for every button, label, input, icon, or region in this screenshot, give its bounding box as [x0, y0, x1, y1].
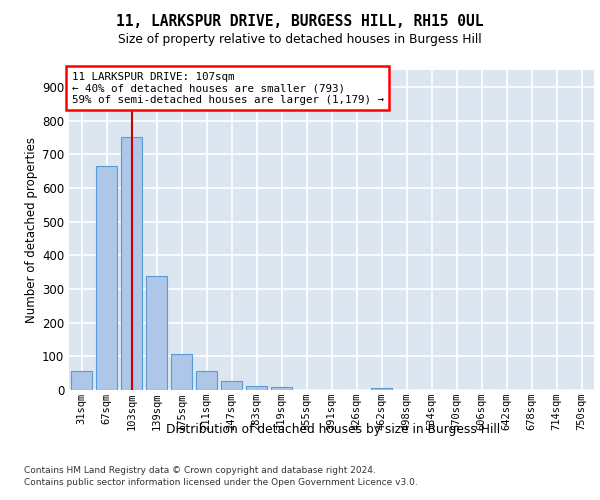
Y-axis label: Number of detached properties: Number of detached properties [25, 137, 38, 323]
Text: 11 LARKSPUR DRIVE: 107sqm
← 40% of detached houses are smaller (793)
59% of semi: 11 LARKSPUR DRIVE: 107sqm ← 40% of detac… [71, 72, 383, 105]
Bar [121, 136, 142, 390]
Text: Contains HM Land Registry data © Crown copyright and database right 2024.: Contains HM Land Registry data © Crown c… [24, 466, 376, 475]
Text: Contains public sector information licensed under the Open Government Licence v3: Contains public sector information licen… [24, 478, 418, 487]
Bar [221, 381, 242, 390]
Bar [71, 371, 92, 390]
Text: Distribution of detached houses by size in Burgess Hill: Distribution of detached houses by size … [166, 422, 500, 436]
Bar [96, 166, 117, 390]
Bar [171, 354, 192, 390]
Bar [196, 371, 217, 390]
Bar [271, 387, 292, 390]
Bar [371, 388, 392, 390]
Text: 11, LARKSPUR DRIVE, BURGESS HILL, RH15 0UL: 11, LARKSPUR DRIVE, BURGESS HILL, RH15 0… [116, 14, 484, 29]
Bar [246, 386, 267, 390]
Text: Size of property relative to detached houses in Burgess Hill: Size of property relative to detached ho… [118, 32, 482, 46]
Bar [146, 276, 167, 390]
